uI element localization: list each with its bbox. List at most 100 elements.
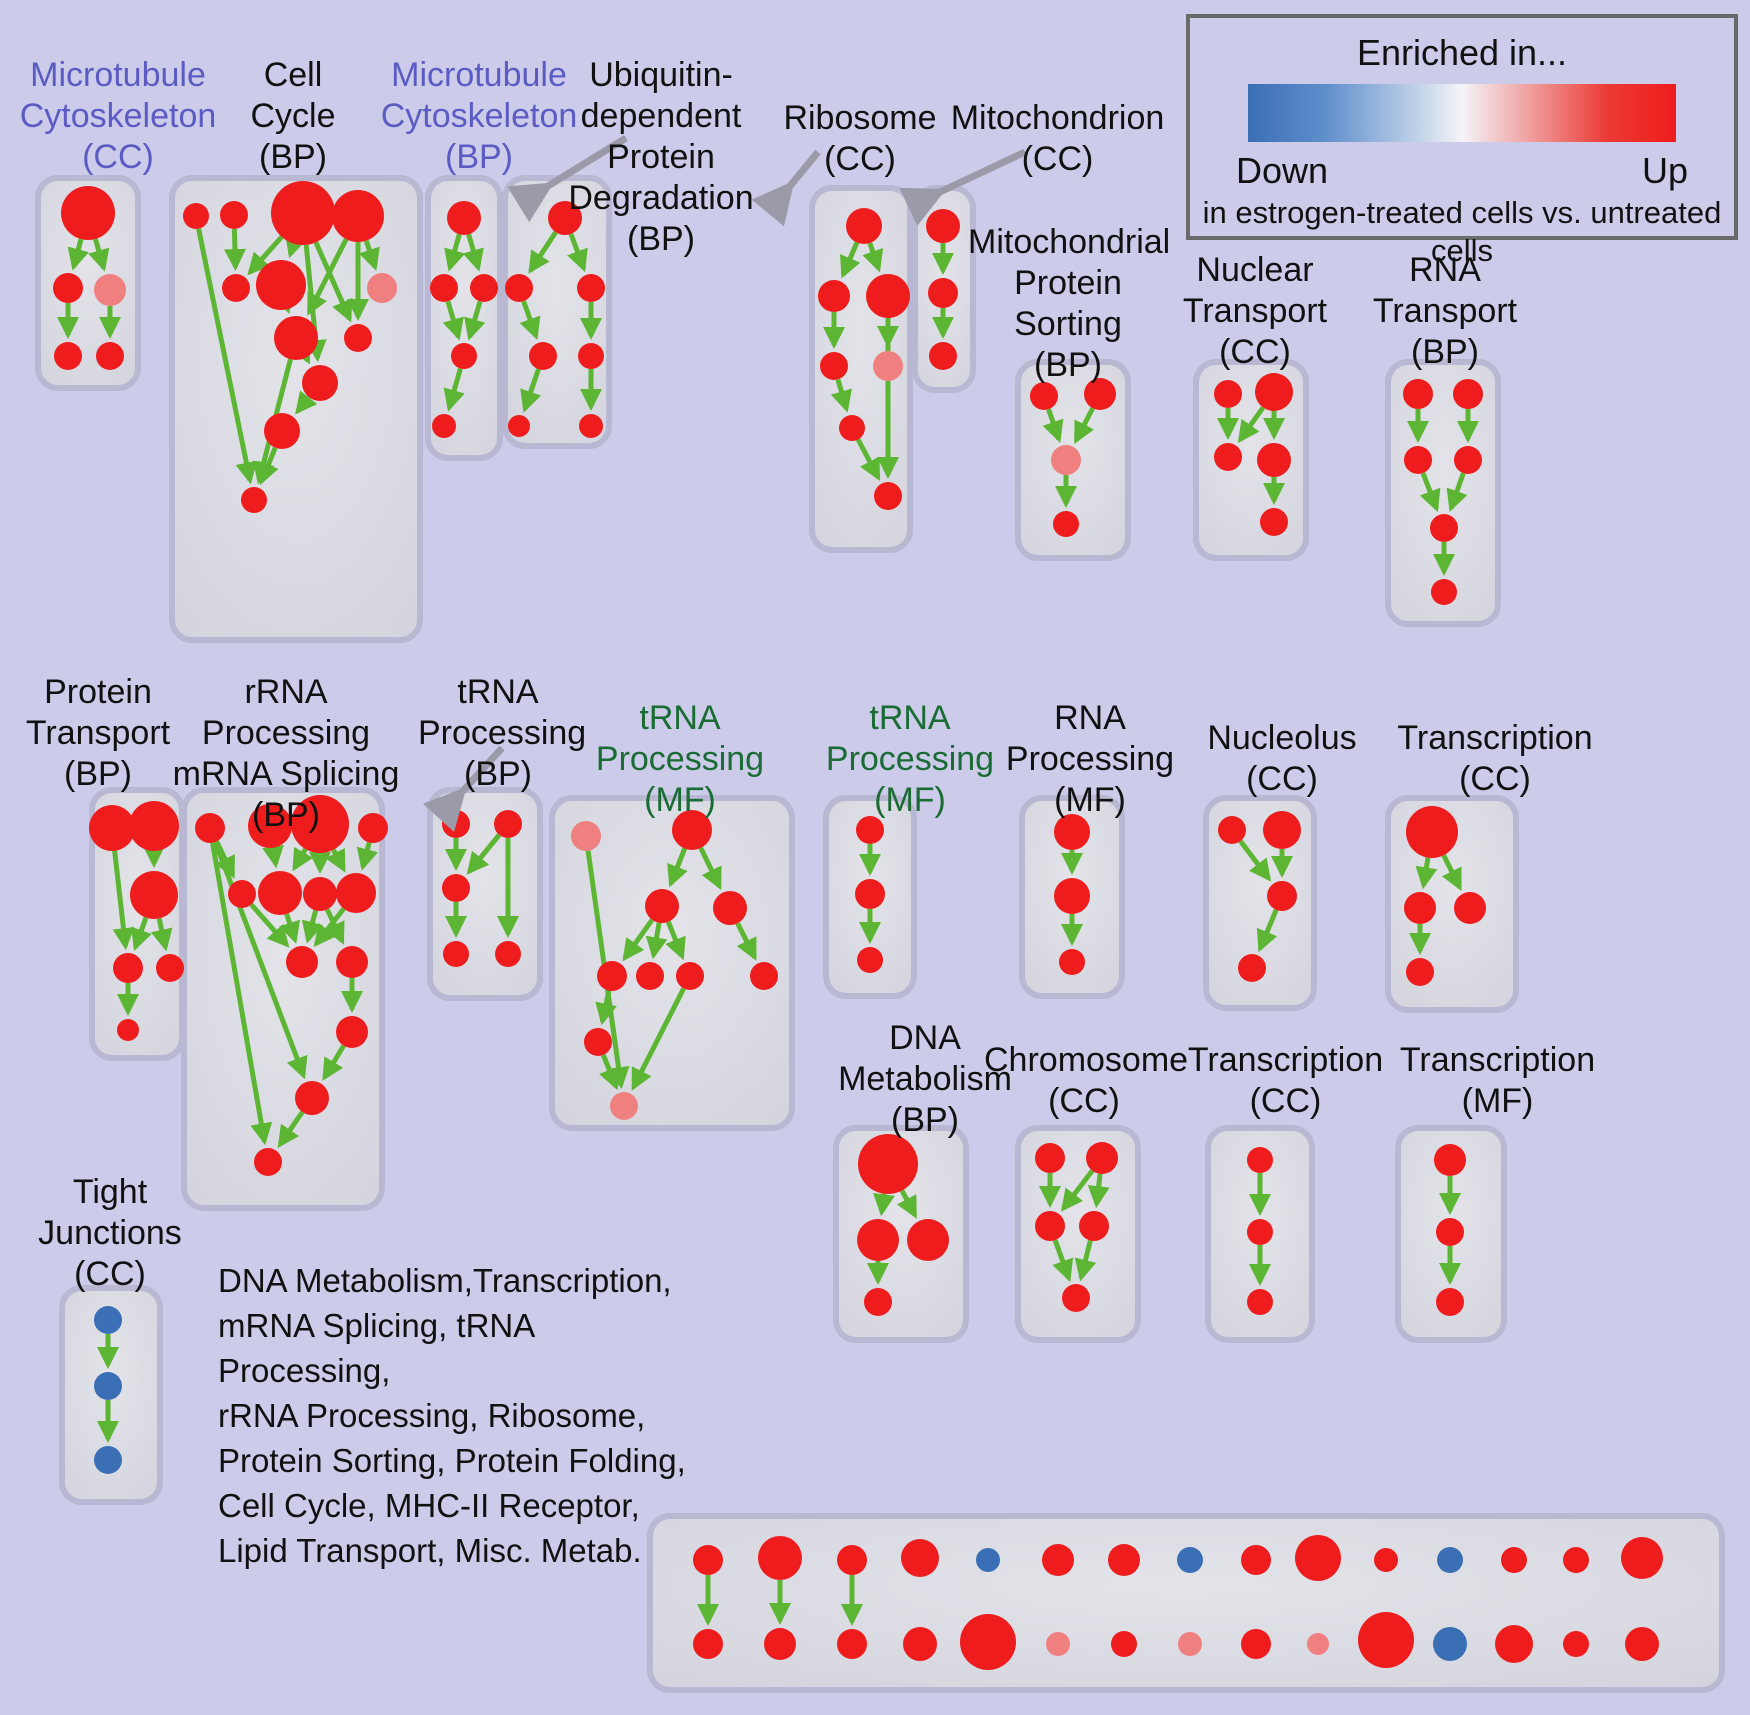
network-node[interactable]	[1054, 814, 1090, 850]
network-node[interactable]	[430, 274, 458, 302]
network-node[interactable]	[222, 274, 250, 302]
network-node[interactable]	[1046, 1632, 1070, 1656]
network-node[interactable]	[1406, 958, 1434, 986]
network-node[interactable]	[358, 813, 388, 843]
network-node[interactable]	[1059, 949, 1085, 975]
network-node[interactable]	[866, 274, 910, 318]
network-node[interactable]	[1433, 1627, 1467, 1661]
network-node[interactable]	[94, 1446, 122, 1474]
network-node[interactable]	[839, 415, 865, 441]
network-node[interactable]	[183, 203, 209, 229]
network-node[interactable]	[241, 487, 267, 513]
network-node[interactable]	[1042, 1544, 1074, 1576]
network-node[interactable]	[117, 1019, 139, 1041]
network-node[interactable]	[597, 961, 627, 991]
network-node[interactable]	[94, 274, 126, 306]
network-node[interactable]	[53, 273, 83, 303]
network-node[interactable]	[432, 414, 456, 438]
network-node[interactable]	[508, 415, 530, 437]
network-node[interactable]	[529, 342, 557, 370]
network-node[interactable]	[1111, 1631, 1137, 1657]
network-node[interactable]	[336, 1016, 368, 1048]
network-node[interactable]	[1625, 1627, 1659, 1661]
network-node[interactable]	[113, 953, 143, 983]
network-node[interactable]	[1434, 1144, 1466, 1176]
network-node[interactable]	[873, 351, 903, 381]
network-node[interactable]	[1404, 446, 1432, 474]
network-node[interactable]	[447, 201, 481, 235]
network-node[interactable]	[1035, 1211, 1065, 1241]
network-node[interactable]	[258, 871, 302, 915]
network-node[interactable]	[302, 365, 338, 401]
network-node[interactable]	[1054, 878, 1090, 914]
network-node[interactable]	[1437, 1547, 1463, 1573]
network-node[interactable]	[693, 1629, 723, 1659]
network-node[interactable]	[94, 1306, 122, 1334]
network-node[interactable]	[901, 1539, 939, 1577]
network-node[interactable]	[332, 190, 384, 242]
network-node[interactable]	[195, 813, 225, 843]
network-node[interactable]	[1238, 954, 1266, 982]
network-node[interactable]	[929, 342, 957, 370]
network-node[interactable]	[1430, 514, 1458, 542]
network-node[interactable]	[1267, 881, 1297, 911]
network-node[interactable]	[857, 1219, 899, 1261]
network-node[interactable]	[1436, 1218, 1464, 1246]
network-node[interactable]	[344, 324, 372, 352]
network-node[interactable]	[442, 810, 470, 838]
network-node[interactable]	[926, 209, 960, 243]
network-node[interactable]	[1295, 1535, 1341, 1581]
network-node[interactable]	[579, 414, 603, 438]
network-node[interactable]	[1030, 382, 1058, 410]
network-node[interactable]	[1501, 1547, 1527, 1573]
network-node[interactable]	[1495, 1625, 1533, 1663]
network-node[interactable]	[248, 804, 292, 848]
network-node[interactable]	[129, 801, 179, 851]
network-node[interactable]	[672, 810, 712, 850]
network-node[interactable]	[336, 873, 376, 913]
network-node[interactable]	[336, 946, 368, 978]
network-node[interactable]	[1454, 446, 1482, 474]
network-node[interactable]	[1436, 1288, 1464, 1316]
network-node[interactable]	[1563, 1631, 1589, 1657]
network-node[interactable]	[645, 889, 679, 923]
network-node[interactable]	[1431, 579, 1457, 605]
network-node[interactable]	[571, 821, 601, 851]
network-node[interactable]	[1621, 1537, 1663, 1579]
network-node[interactable]	[291, 795, 349, 853]
network-node[interactable]	[1241, 1629, 1271, 1659]
network-node[interactable]	[1247, 1219, 1273, 1245]
network-node[interactable]	[1260, 508, 1288, 536]
network-node[interactable]	[1214, 443, 1242, 471]
network-node[interactable]	[443, 941, 469, 967]
network-node[interactable]	[855, 879, 885, 909]
network-node[interactable]	[820, 352, 848, 380]
network-node[interactable]	[676, 962, 704, 990]
network-node[interactable]	[856, 816, 884, 844]
network-node[interactable]	[960, 1614, 1016, 1670]
network-node[interactable]	[254, 1148, 282, 1176]
network-node[interactable]	[1079, 1211, 1109, 1241]
network-node[interactable]	[857, 947, 883, 973]
network-node[interactable]	[1177, 1547, 1203, 1573]
network-node[interactable]	[1374, 1548, 1398, 1572]
network-node[interactable]	[1218, 816, 1246, 844]
network-node[interactable]	[1178, 1632, 1202, 1656]
network-node[interactable]	[1247, 1289, 1273, 1315]
network-node[interactable]	[846, 208, 882, 244]
network-node[interactable]	[1307, 1633, 1329, 1655]
network-node[interactable]	[1084, 378, 1116, 410]
network-node[interactable]	[505, 274, 533, 302]
network-node[interactable]	[495, 941, 521, 967]
network-node[interactable]	[1241, 1545, 1271, 1575]
network-node[interactable]	[271, 181, 335, 245]
network-node[interactable]	[1563, 1547, 1589, 1573]
network-node[interactable]	[220, 201, 248, 229]
network-node[interactable]	[295, 1081, 329, 1115]
network-node[interactable]	[96, 342, 124, 370]
network-node[interactable]	[584, 1028, 612, 1056]
network-node[interactable]	[1257, 443, 1291, 477]
network-node[interactable]	[1035, 1143, 1065, 1173]
network-node[interactable]	[228, 880, 256, 908]
network-node[interactable]	[1214, 380, 1242, 408]
